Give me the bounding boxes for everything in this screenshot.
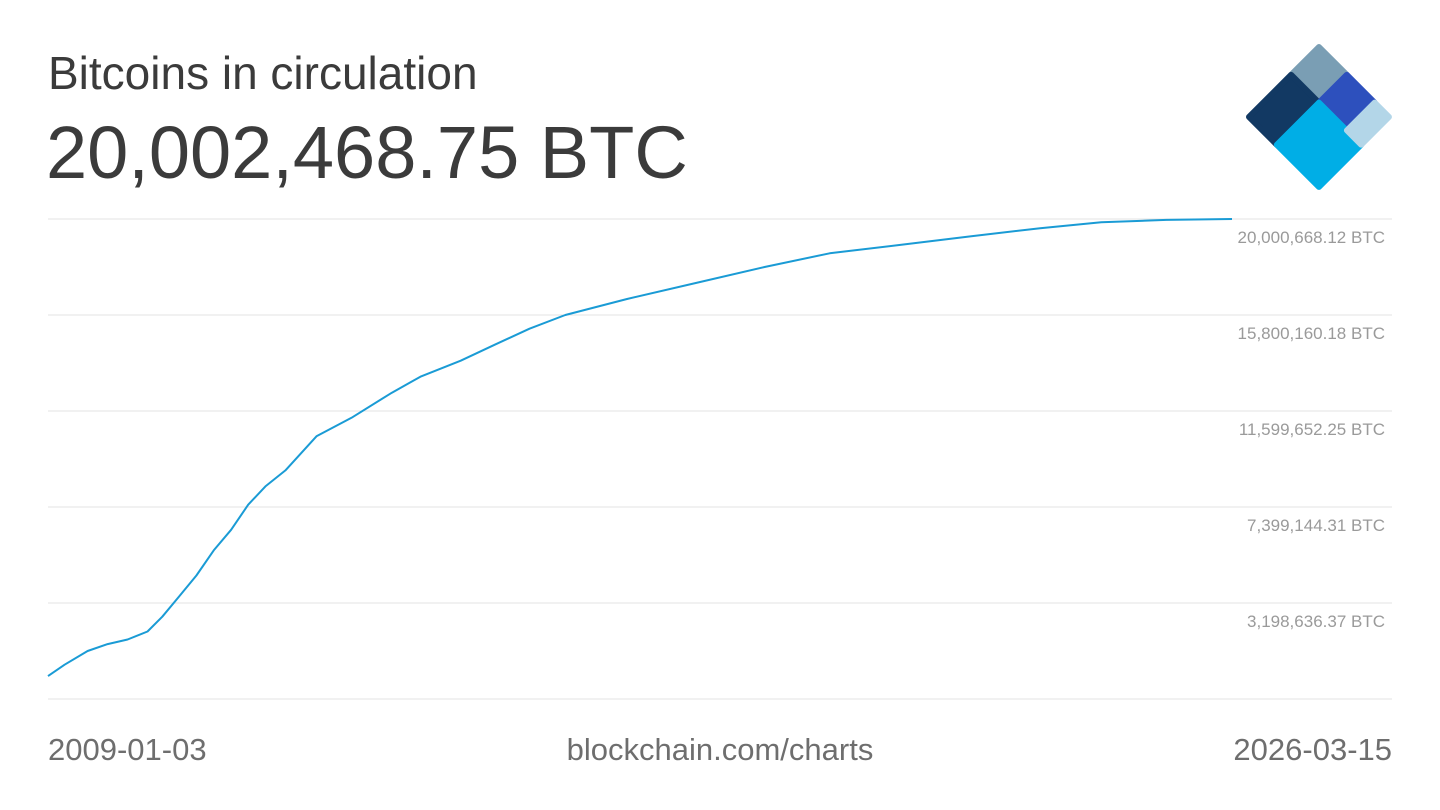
- logo-corner-piece-icon: [1343, 99, 1392, 148]
- y-tick-label: 11,599,652.25 BTC: [1239, 420, 1385, 439]
- chart-title: Bitcoins in circulation: [48, 47, 478, 99]
- y-tick-label: 20,000,668.12 BTC: [1238, 228, 1385, 247]
- series-layer: [47, 218, 1233, 677]
- y-tick-labels: 20,000,668.12 BTC 15,800,160.18 BTC 11,599…: [1238, 228, 1385, 631]
- x-start-date: 2009-01-03: [48, 732, 207, 767]
- grid-lines: [48, 218, 1392, 700]
- source-link[interactable]: blockchain.com/charts: [566, 732, 874, 767]
- y-tick-label: 15,800,160.18 BTC: [1238, 324, 1385, 343]
- series-line: [47, 218, 1233, 677]
- blockchain-diamond-logo-icon: [1246, 44, 1392, 190]
- y-tick-label: 3,198,636.37 BTC: [1247, 612, 1385, 631]
- current-value: 20,002,468.75 BTC: [46, 111, 688, 194]
- x-end-date: 2026-03-15: [1233, 732, 1392, 767]
- y-tick-label: 7,399,144.31 BTC: [1247, 516, 1385, 535]
